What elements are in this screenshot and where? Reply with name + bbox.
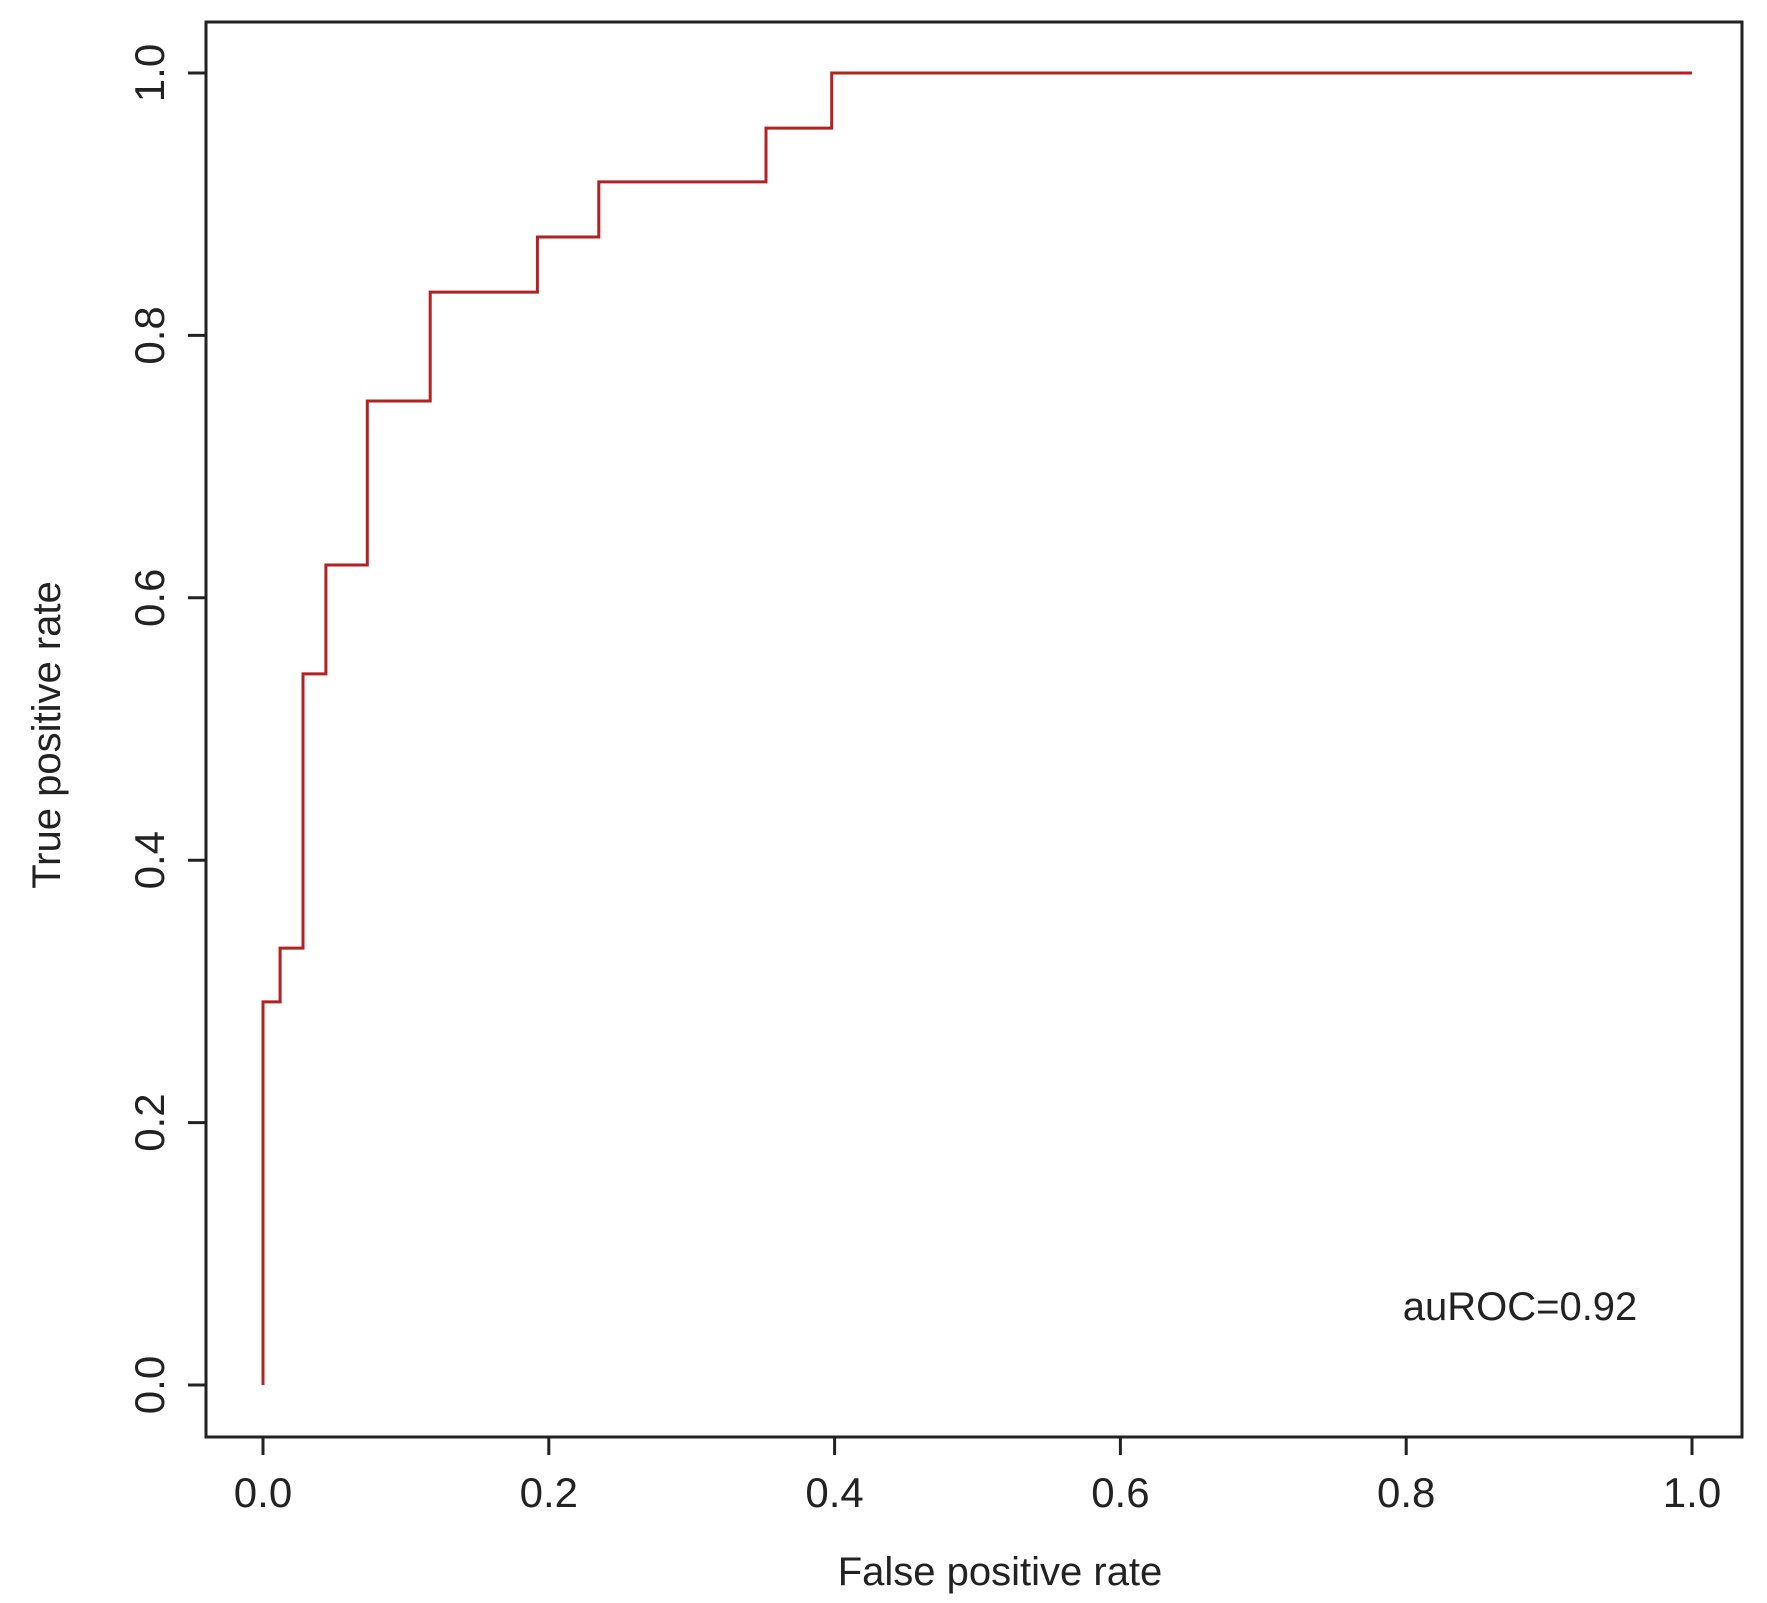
y-axis-title: True positive rate: [25, 581, 69, 889]
x-tick-label: 0.6: [1091, 1469, 1149, 1516]
y-tick-label: 0.4: [126, 831, 173, 889]
x-tick-label: 0.4: [805, 1469, 863, 1516]
y-axis: 0.0 0.2 0.4 0.6 0.8 1.0: [126, 44, 208, 1414]
y-tick-label: 0.2: [126, 1093, 173, 1151]
x-axis: 0.0 0.2 0.4 0.6 0.8 1.0: [234, 1435, 1721, 1516]
plot-frame: [204, 20, 1744, 1439]
x-tick-label: 1.0: [1663, 1469, 1721, 1516]
roc-curve-line: [261, 71, 1692, 1385]
y-tick-label: 0.6: [126, 569, 173, 627]
auroc-annotation: auROC=0.92: [1403, 1285, 1638, 1329]
y-tick-label: 0.0: [126, 1356, 173, 1414]
y-tick-label: 1.0: [126, 44, 173, 102]
x-tick-label: 0.0: [234, 1469, 292, 1516]
series-layer: [261, 71, 1692, 1385]
y-tick-label: 0.8: [126, 306, 173, 364]
x-tick-label: 0.8: [1377, 1469, 1435, 1516]
x-tick-label: 0.2: [520, 1469, 578, 1516]
x-axis-title: False positive rate: [838, 1550, 1163, 1594]
